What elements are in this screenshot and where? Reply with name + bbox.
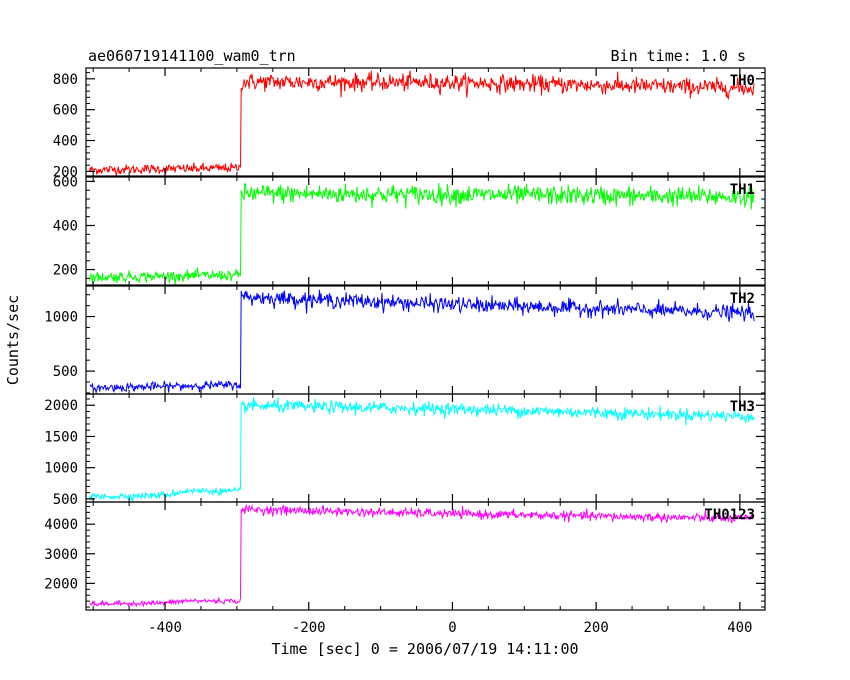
- series-line-th0123: [89, 503, 755, 608]
- y-tick-label: 400: [53, 134, 78, 150]
- panel-frame: [85, 285, 766, 395]
- y-tick-label: 2000: [44, 576, 78, 592]
- y-tick-label: 200: [53, 263, 78, 279]
- y-tick-label: 200: [53, 164, 78, 180]
- panel-th3: 500 1000 1500 2000 TH3: [44, 393, 766, 508]
- y-tick-label: 1000: [44, 461, 78, 477]
- y-tick-label: 4000: [44, 517, 78, 533]
- series-line-th1: [89, 182, 755, 286]
- panel-frame: [85, 393, 766, 503]
- x-axis-title: Time [sec] 0 = 2006/07/19 14:11:00: [271, 640, 578, 658]
- panel-th1: 200 400 600 TH1: [53, 174, 766, 286]
- y-tick-label: 2000: [44, 398, 78, 414]
- panel-th0: 200 400 600 800 TH0: [53, 67, 766, 180]
- series-line-th0: [89, 70, 755, 176]
- chart-title: ae060719141100_wam0_trn: [88, 47, 296, 65]
- x-tick-label: -200: [292, 620, 326, 636]
- panel-th0123: 2000 3000 4000 TH0123: [44, 501, 766, 611]
- x-tick-label: 400: [727, 620, 752, 636]
- panel-label-th0123: TH0123: [704, 507, 755, 523]
- x-tick-label: 200: [583, 620, 608, 636]
- panel-label-th0: TH0: [730, 73, 755, 89]
- series-line-th3: [89, 397, 755, 502]
- y-tick-label: 1000: [44, 310, 78, 326]
- y-tick-label: 400: [53, 218, 78, 234]
- bin-time-label: Bin time: 1.0 s: [611, 47, 746, 65]
- panel-label-th3: TH3: [730, 399, 755, 415]
- x-tick-label: -400: [148, 620, 182, 636]
- y-tick-label: 600: [53, 103, 78, 119]
- panel-frame: [85, 501, 766, 611]
- panel-frame: [85, 176, 766, 286]
- x-tick-label: 0: [448, 620, 456, 636]
- y-tick-label: 3000: [44, 547, 78, 563]
- panel-label-th2: TH2: [730, 291, 755, 307]
- y-axis-title: Counts/sec: [4, 295, 22, 385]
- panel-th2: 500 1000 TH2: [44, 285, 766, 395]
- y-tick-label: 500: [53, 492, 78, 508]
- series-line-th2: [89, 289, 755, 395]
- y-tick-label: 800: [53, 72, 78, 88]
- panel-label-th1: TH1: [730, 182, 755, 198]
- y-tick-label: 600: [53, 174, 78, 190]
- y-tick-label: 500: [53, 364, 78, 380]
- y-tick-label: 1500: [44, 429, 78, 445]
